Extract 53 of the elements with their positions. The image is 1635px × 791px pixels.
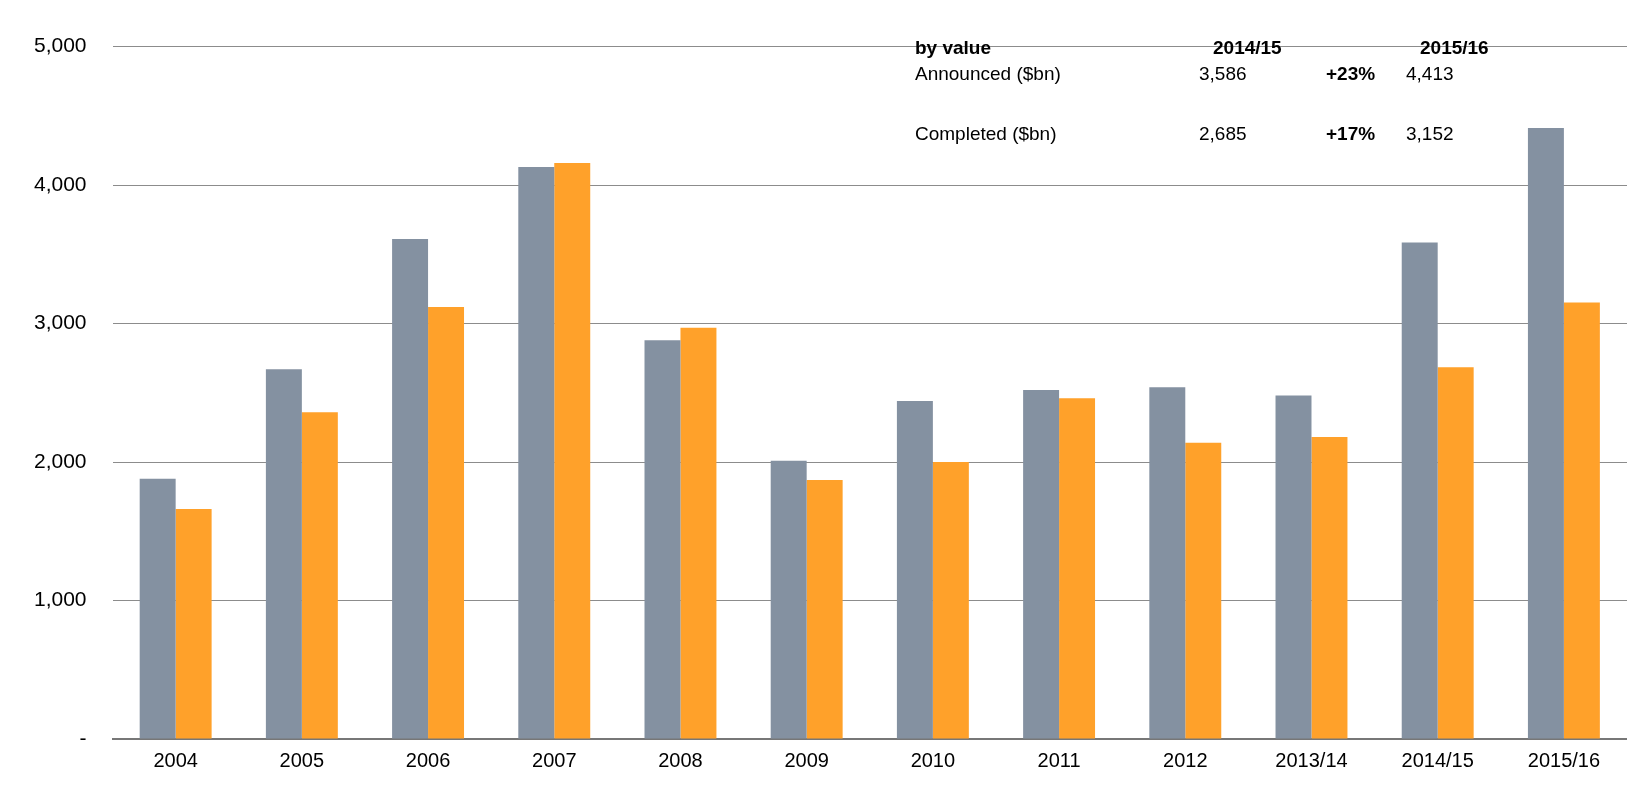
y-tick-label: 4,000	[33, 171, 87, 195]
y-tick-label: 2,000	[33, 448, 87, 472]
bar	[1149, 387, 1186, 739]
bar	[139, 478, 176, 739]
bar	[428, 306, 465, 739]
bar	[1311, 437, 1348, 739]
x-tick-label: 2013/14	[1275, 748, 1348, 771]
bar	[770, 460, 807, 739]
x-tick-label: 2011	[1037, 748, 1081, 771]
x-tick-label: 2005	[279, 748, 325, 771]
annotation: 2014/15	[1213, 37, 1283, 59]
annotation: Completed ($bn)	[915, 123, 1057, 145]
bar	[932, 462, 969, 739]
bar	[1437, 367, 1474, 739]
bar	[265, 369, 302, 739]
x-tick-label: 2007	[532, 748, 577, 771]
x-tick-label: 2009	[784, 748, 829, 771]
bar	[896, 401, 933, 739]
annotation: 3,152	[1406, 123, 1454, 145]
x-tick-label: 2012	[1163, 748, 1208, 771]
bar	[301, 412, 338, 739]
bar	[644, 340, 681, 739]
x-tick-label: 2015/16	[1527, 748, 1601, 771]
bar	[1185, 442, 1222, 739]
annotation: by value	[915, 37, 992, 59]
annotation: Announced ($bn)	[915, 63, 1061, 85]
bar	[518, 167, 555, 739]
bar	[392, 239, 429, 739]
bar	[806, 480, 843, 739]
y-tick-label: 5,000	[33, 33, 87, 57]
y-tick-label: 3,000	[33, 310, 87, 334]
annotation: 2,685	[1199, 123, 1247, 145]
annotation: +23%	[1326, 63, 1376, 85]
bar	[1059, 398, 1096, 739]
annotation: +17%	[1326, 123, 1376, 145]
y-tick-label: -	[79, 725, 87, 749]
annotation: 2015/16	[1420, 37, 1489, 59]
bar	[1401, 242, 1438, 739]
x-tick-label: 2008	[658, 748, 703, 771]
x-tick-label: 2014/15	[1401, 748, 1474, 771]
bar	[1527, 127, 1564, 739]
annotation: 4,413	[1406, 63, 1454, 85]
annotation: 3,586	[1199, 63, 1247, 85]
x-tick-label: 2010	[910, 748, 956, 771]
bar	[175, 509, 212, 739]
x-tick-label: 2006	[405, 748, 451, 771]
bar	[1563, 302, 1600, 739]
bar	[554, 162, 591, 739]
x-tick-label: 2004	[153, 748, 198, 771]
bar	[1023, 390, 1060, 739]
bar	[680, 327, 717, 739]
y-tick-label: 1,000	[33, 587, 87, 611]
bar	[1275, 395, 1312, 739]
